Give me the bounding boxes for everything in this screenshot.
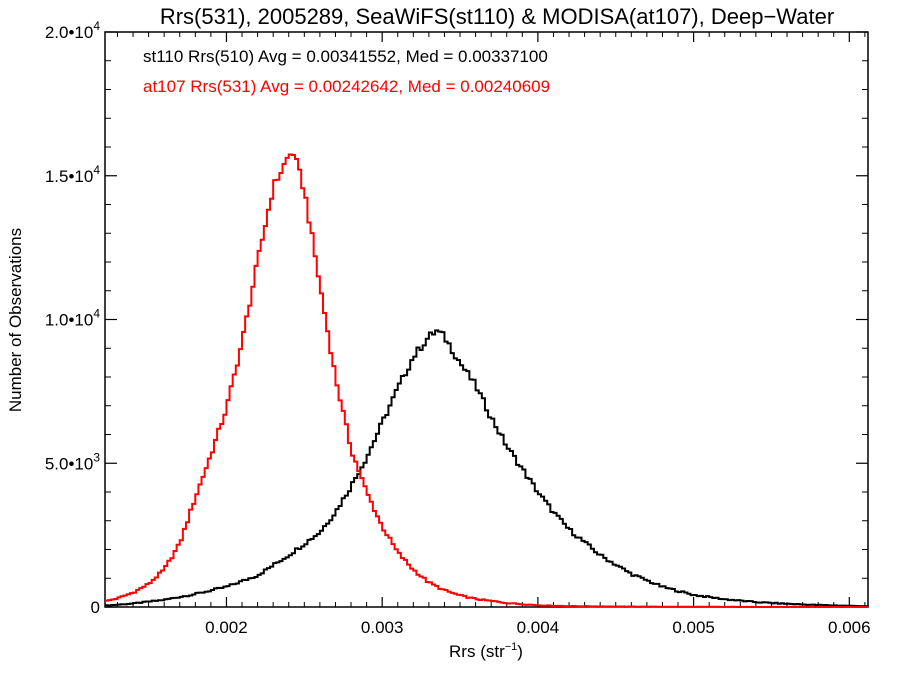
y-tick-label: 0: [91, 598, 100, 617]
x-tick-label: 0.005: [672, 618, 715, 637]
x-tick-label: 0.003: [361, 618, 404, 637]
x-tick-label: 0.004: [517, 618, 560, 637]
x-tick-label: 0.002: [205, 618, 248, 637]
series-line-at107: [105, 153, 868, 608]
series-line-st110: [105, 329, 868, 608]
legend-entry-st110: st110 Rrs(510) Avg = 0.00341552, Med = 0…: [143, 47, 548, 66]
y-tick-label: 5.0•103: [45, 450, 101, 473]
plot-frame: [104, 31, 869, 608]
y-tick-label: 1.5•104: [45, 163, 101, 186]
x-tick-label: 0.006: [828, 618, 871, 637]
y-axis-label: Number of Observations: [6, 228, 25, 412]
x-axis-label: Rrs (str−1): [449, 641, 523, 661]
legend-entry-at107: at107 Rrs(531) Avg = 0.00242642, Med = 0…: [143, 77, 550, 96]
chart-title: Rrs(531), 2005289, SeaWiFS(st110) & MODI…: [160, 4, 834, 29]
y-tick-label: 2.0•104: [45, 19, 101, 42]
y-tick-label: 1.0•104: [45, 307, 101, 330]
